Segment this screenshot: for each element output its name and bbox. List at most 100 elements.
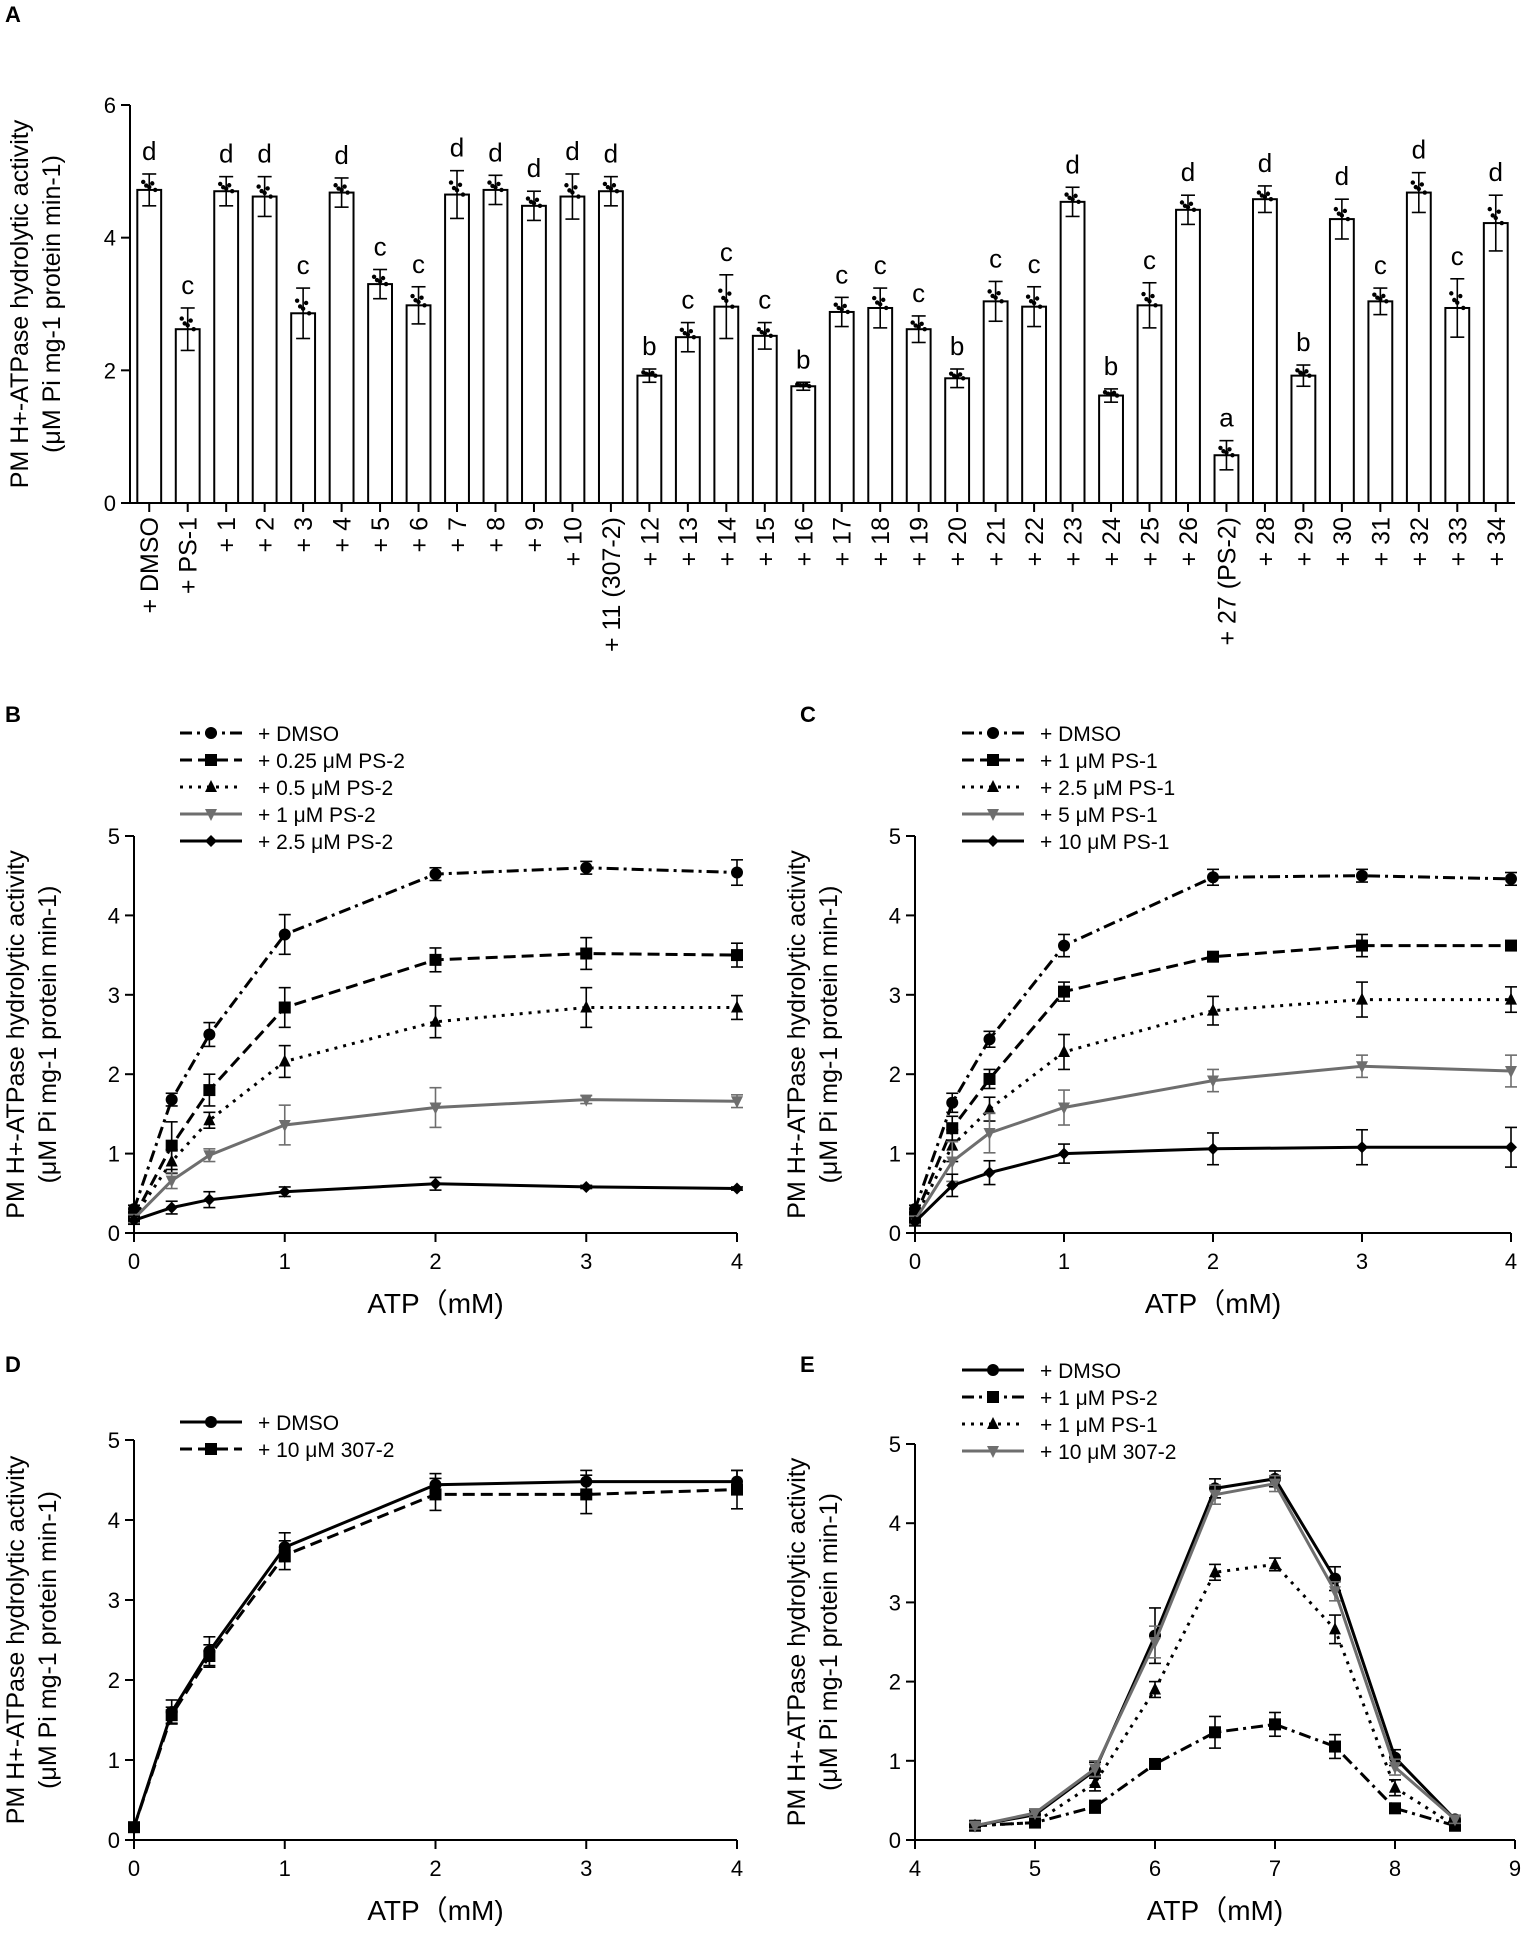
- panel-a-bar: [944, 377, 971, 504]
- panel-b-legend-marker: [205, 780, 217, 792]
- panel-a-datapoint: [1034, 296, 1040, 301]
- panel-a-datapoint: [1224, 450, 1229, 455]
- panel-a-significance-letter: c: [874, 250, 887, 280]
- panel-a-datapoint: [916, 324, 921, 329]
- panel-a-bar: [982, 300, 1009, 505]
- panel-d-xtick-label: 0: [128, 1856, 140, 1881]
- panel-c-ylabel-line2: (μM Pi mg-1 protein min-1): [815, 886, 843, 1184]
- panel-b-ylabel-line2: (μM Pi mg-1 protein min-1): [34, 886, 62, 1184]
- panel-b-data-point: [731, 949, 743, 962]
- panel-a-category-label: + 24: [1098, 517, 1126, 566]
- panel-a-significance-letter: d: [1065, 149, 1079, 179]
- panel-a-datapoint: [1461, 305, 1466, 311]
- panel-b-ytick-label: 0: [108, 1221, 120, 1246]
- panel-a-bar: [867, 306, 894, 505]
- panel-e-ylabel: PM H+-ATPase hydrolytic activity (μM Pi m…: [783, 1457, 843, 1826]
- panel-e-data-point: [1149, 1637, 1161, 1649]
- panel-a-category-label: + 28: [1252, 517, 1280, 566]
- panel-a-significance-letter: c: [720, 237, 733, 267]
- panel-a-category-label: + 14: [713, 517, 741, 566]
- panel-a-datapoint: [303, 300, 309, 306]
- panel-b-data-point: [580, 1094, 593, 1107]
- panel-a-datapoint: [294, 298, 300, 303]
- panel-a-ylabel-line2: (μM Pi mg-1 protein min-1): [38, 155, 66, 453]
- panel-a-datapoint: [756, 327, 761, 332]
- panel-a-significance-letter: d: [488, 137, 502, 167]
- panel-a-datapoint: [1218, 445, 1223, 451]
- panel-a-datapoint: [1422, 190, 1428, 195]
- panel-c-data-point: [946, 1156, 959, 1169]
- panel-a-datapoint: [1227, 447, 1232, 452]
- panel-a-category-label: + 29: [1290, 517, 1318, 566]
- panel-c-data-point: [983, 1072, 996, 1085]
- panel-d-ytick-label: 5: [108, 1428, 120, 1453]
- panel-a-datapoint: [265, 186, 270, 191]
- panel-c-data-point: [1505, 992, 1517, 1005]
- panel-a-datapoint: [611, 183, 617, 188]
- panel-a-bar: [828, 310, 855, 504]
- panel-e-data-point: [1209, 1726, 1221, 1739]
- panel-a-datapoint: [1496, 209, 1501, 214]
- panel-a-bar: [251, 195, 278, 504]
- panel-a-datapoint: [1025, 294, 1031, 299]
- panel-a-datapoint: [721, 295, 726, 301]
- panel-a-datapoint: [1037, 304, 1043, 309]
- panel-a-significance-letter: b: [1104, 351, 1118, 381]
- panel-d-data-point: [203, 1650, 216, 1662]
- panel-e-label: E: [800, 1352, 815, 1377]
- panel-a-datapoint: [653, 373, 658, 378]
- panel-a-category-label: + DMSO: [136, 517, 164, 614]
- panel-b-label: B: [5, 702, 21, 727]
- panel-b-ylabel: PM H+-ATPase hydrolytic activity (μM Pi m…: [2, 850, 62, 1219]
- panel-b-xtick-label: 1: [279, 1249, 291, 1274]
- panel-a-datapoint: [807, 384, 812, 389]
- panel-e-data-point: [1269, 1478, 1281, 1491]
- panel-b-data-point: [580, 1180, 593, 1193]
- panel-d-legend-marker: [205, 1443, 217, 1455]
- panel-c-ytick-label: 4: [889, 903, 901, 928]
- panel-e-legend-marker: [987, 1446, 999, 1458]
- panel-a-significance-letter: d: [1335, 161, 1349, 191]
- panel-a-datapoint: [1295, 368, 1300, 373]
- panel-a-significance-letter: c: [835, 259, 848, 289]
- panel-c-data-point: [1356, 869, 1368, 882]
- panel-b-ytick-label: 5: [108, 824, 120, 849]
- panel-b-data-point: [429, 1102, 442, 1115]
- panel-a-category-label: + 21: [983, 517, 1011, 566]
- panel-b-data-point: [203, 1028, 216, 1041]
- panel-c: C 0 1 2 3 4 5 0 1 2 3 4 ATP（mM) PM H+-ATPase hydroly…: [783, 702, 1517, 1319]
- panel-a-datapoint: [1487, 206, 1492, 212]
- panel-a-datapoint: [1458, 293, 1463, 299]
- panel-e-xtick-label: 8: [1389, 1856, 1401, 1881]
- panel-a-datapoint: [454, 188, 460, 193]
- panel-e-series-line: [974, 1722, 1456, 1828]
- panel-a-datapoint: [188, 318, 193, 323]
- panel-e-xtick-label: 7: [1269, 1856, 1281, 1881]
- panel-d: D 0 1 2 3 4 5 0 1 2 3 4 ATP（mM) PM H+-ATPase hydroly…: [2, 1352, 743, 1926]
- panel-a-datapoint: [768, 333, 773, 339]
- panel-a-category-label: + 18: [867, 517, 895, 566]
- panel-a-datapoint: [999, 299, 1004, 304]
- panel-c-data-point: [1356, 1141, 1368, 1154]
- panel-c-data-point: [1207, 871, 1219, 884]
- panel-a-significance-letter: c: [681, 285, 694, 315]
- panel-a-datapoint: [1342, 208, 1348, 214]
- panel-c-legend-label: + 2.5 μM PS-1: [1040, 777, 1175, 800]
- panel-c-data-point: [1356, 939, 1368, 952]
- panel-e-data-point: [1149, 1757, 1161, 1770]
- panel-a-datapoint: [380, 275, 386, 281]
- panel-e-legend-label: + 10 μM 307-2: [1040, 1441, 1176, 1464]
- panel-b-data-point: [580, 947, 593, 960]
- panel-c-xtick-label: 2: [1207, 1249, 1219, 1274]
- panel-a-datapoint: [223, 186, 229, 191]
- panel-a-category-label: + 5: [367, 517, 395, 552]
- panel-a-significance-letter: d: [450, 133, 464, 163]
- panel-e-data-point: [1329, 1740, 1341, 1753]
- panel-a-datapoint: [537, 203, 543, 209]
- panel-a-datapoint: [878, 302, 883, 307]
- panel-a-datapoint: [957, 372, 963, 377]
- panel-a-datapoint: [525, 196, 531, 201]
- panel-a-datapoint: [345, 190, 350, 195]
- panel-a-datapoint: [419, 295, 424, 300]
- panel-a-bar: [905, 328, 932, 504]
